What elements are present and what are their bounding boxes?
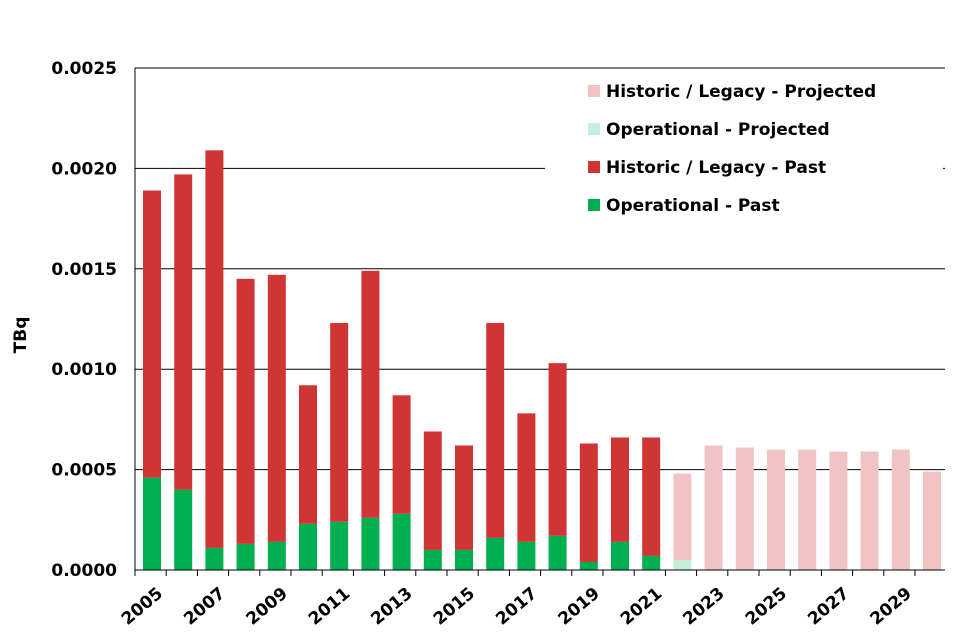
bar-segment: [392, 513, 411, 570]
bar-segment: [174, 489, 193, 570]
bar-segment: [143, 477, 161, 570]
bar-segment: [642, 437, 661, 556]
y-tick-label: 0.0015: [51, 260, 117, 280]
bar-segment: [361, 517, 380, 570]
bar-segment: [486, 537, 505, 570]
y-tick-label: 0.0025: [51, 59, 117, 79]
y-tick-label: 0.0005: [51, 461, 117, 481]
x-tick-label: 2013: [367, 584, 416, 630]
x-tick-label: 2027: [804, 584, 853, 630]
bar-segment: [829, 451, 848, 570]
bar-segment: [205, 547, 224, 570]
bar-segment: [455, 445, 473, 550]
y-tick-labels: 0.0000 0.0005 0.0010 0.0015 0.0020 0.0025: [51, 59, 117, 581]
bar-segment: [517, 541, 536, 570]
x-tick-label: 2029: [867, 584, 916, 630]
bar-segment: [267, 274, 286, 542]
bar-segment: [579, 443, 598, 562]
bar-segment: [486, 323, 505, 538]
bar-segment: [891, 449, 910, 570]
legend-label: Operational - Projected: [606, 120, 830, 140]
bar-segment: [673, 559, 692, 570]
bar-segment: [455, 549, 473, 570]
legend-swatch: [588, 123, 600, 135]
bar-segment: [392, 395, 411, 514]
legend: Historic / Legacy - Projected Operational…: [545, 72, 943, 220]
bar-segment: [423, 431, 442, 550]
bar-segment: [704, 445, 723, 570]
legend-swatch: [588, 161, 600, 173]
legend-label: Historic / Legacy - Past: [606, 158, 826, 178]
legend-label: Historic / Legacy - Projected: [606, 82, 876, 102]
bar-segment: [330, 323, 349, 522]
bar-segment: [267, 541, 286, 570]
legend-label: Operational - Past: [606, 196, 780, 216]
y-axis-title: TBq: [11, 317, 31, 354]
x-tick-label: 2023: [679, 584, 728, 630]
bar-segment: [735, 447, 754, 570]
x-tick-labels: 2005 2007 2009 2011 2013 2015 2017 2019 2021 2023…: [118, 570, 916, 629]
bar-segment: [205, 150, 224, 548]
y-tick-label: 0.0010: [51, 360, 117, 380]
bar-segment: [923, 471, 941, 570]
bar-segment: [611, 437, 629, 542]
bar-segment: [423, 549, 442, 570]
y-tick-label: 0.0000: [51, 561, 117, 581]
legend-swatch: [588, 85, 600, 97]
x-tick-label: 2025: [742, 584, 791, 630]
legend-swatch: [588, 199, 600, 211]
bar-segment: [611, 541, 629, 570]
x-tick-label: 2019: [555, 584, 604, 630]
bar-segment: [548, 535, 567, 570]
x-tick-label: 2021: [617, 584, 666, 630]
axes: [134, 68, 945, 571]
bar-segment: [579, 561, 598, 570]
bar-segment: [143, 190, 161, 478]
bar-segment: [673, 473, 692, 560]
bar-segment: [798, 449, 817, 570]
x-tick-label: 2015: [430, 584, 479, 630]
y-tick-label: 0.0020: [51, 159, 117, 179]
x-tick-label: 2017: [492, 584, 541, 630]
x-tick-label: 2005: [118, 584, 167, 630]
bar-segment: [299, 523, 317, 570]
bars: [143, 150, 941, 570]
x-tick-label: 2009: [243, 584, 292, 630]
bar-segment: [330, 521, 349, 570]
bar-segment: [236, 278, 255, 544]
x-tick-label: 2007: [180, 584, 229, 630]
bar-segment: [236, 543, 255, 570]
bar-segment: [860, 451, 879, 570]
bar-segment: [642, 555, 661, 570]
bar-segment: [767, 449, 785, 570]
legend-background: [545, 72, 943, 220]
bar-segment: [517, 413, 536, 542]
bar-segment: [361, 270, 380, 518]
x-tick-label: 2011: [305, 584, 354, 630]
bar-segment: [548, 363, 567, 536]
bar-segment: [299, 385, 317, 524]
bar-segment: [174, 174, 193, 490]
